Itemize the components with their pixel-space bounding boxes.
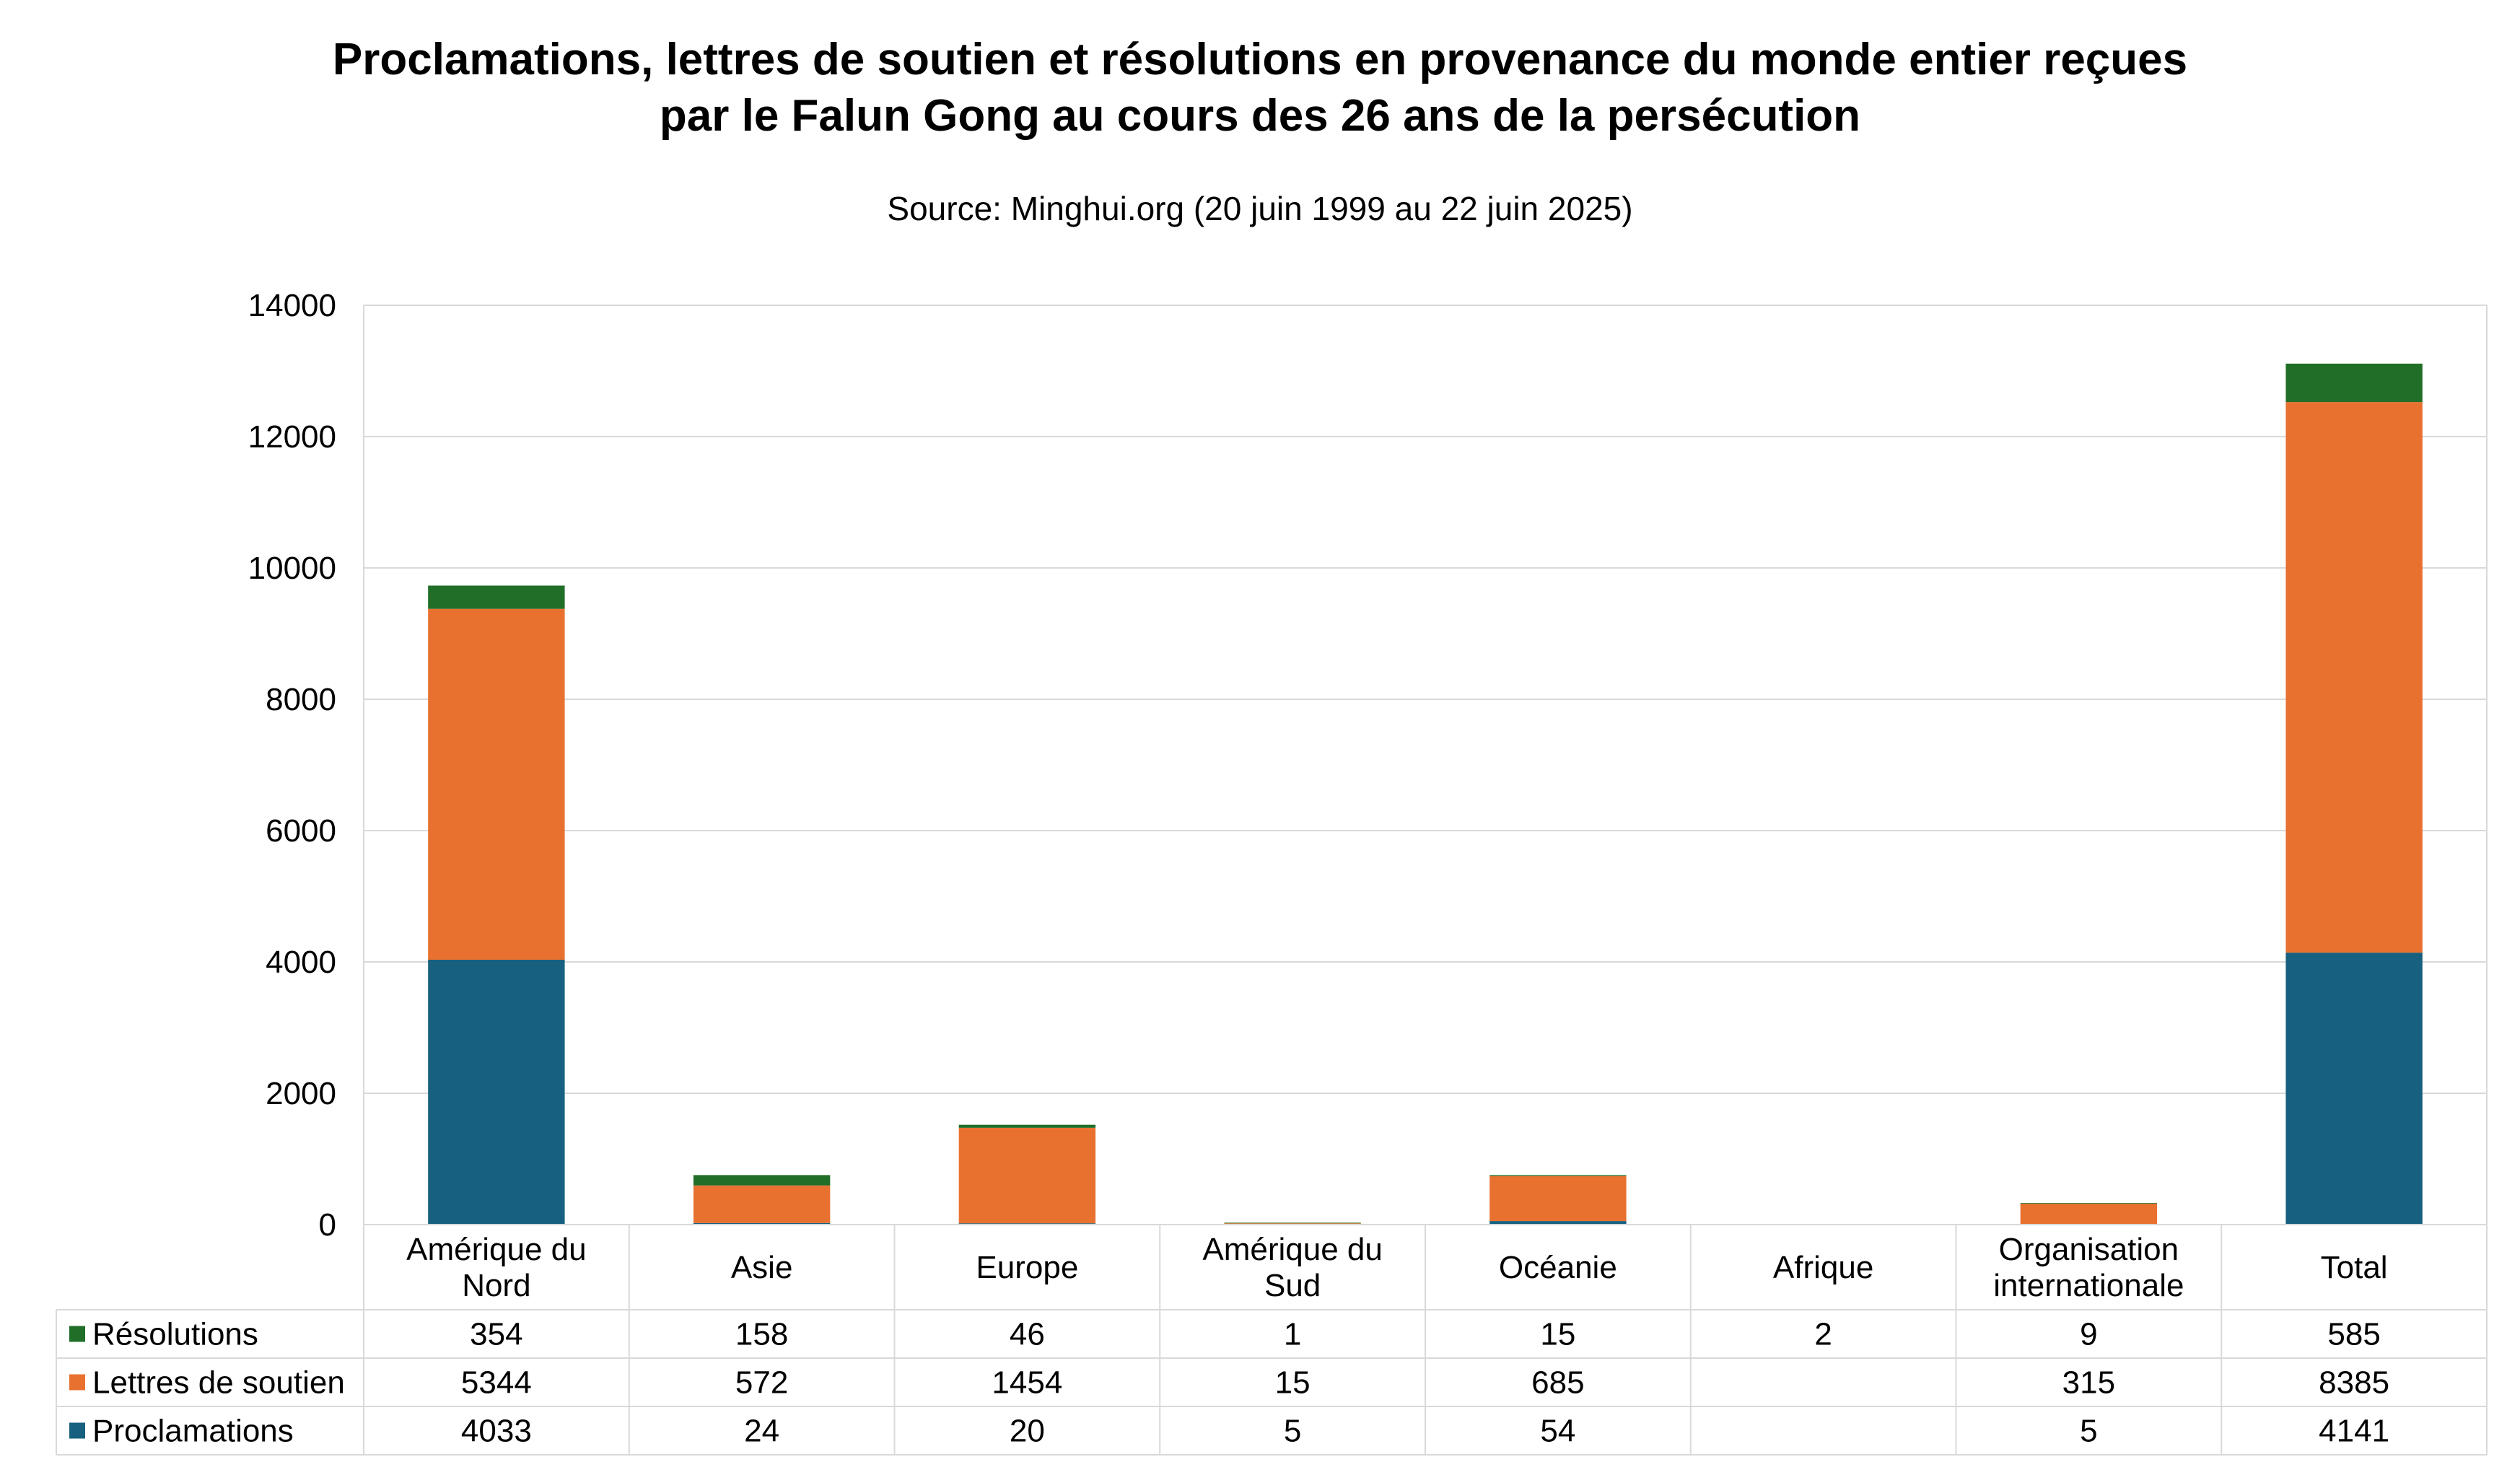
- data-label: 572: [735, 1365, 788, 1401]
- data-label: 5: [2080, 1414, 2097, 1449]
- y-tick-label: 12000: [248, 419, 336, 455]
- y-tick-label: 2000: [266, 1076, 336, 1111]
- bar-r-solutions: [428, 585, 565, 609]
- data-label: 20: [1010, 1414, 1045, 1449]
- bar-lettres-de-soutien: [693, 1185, 831, 1223]
- legend-label: Lettres de soutien: [92, 1365, 345, 1401]
- category-label: Nord: [462, 1268, 530, 1303]
- y-tick-label: 6000: [266, 813, 336, 849]
- data-label: 4033: [461, 1414, 532, 1449]
- bar-lettres-de-soutien: [2020, 1203, 2158, 1225]
- data-label: 9: [2080, 1317, 2097, 1352]
- data-label: 1454: [992, 1365, 1062, 1401]
- bar-proclamations: [1489, 1221, 1627, 1225]
- legend-label: Proclamations: [92, 1414, 294, 1449]
- data-label: 4141: [2319, 1414, 2389, 1449]
- chart-title-line-2: par le Falun Gong au cours des 26 ans de…: [659, 91, 1861, 141]
- bar-lettres-de-soutien: [958, 1127, 1096, 1224]
- data-label: 685: [1531, 1365, 1584, 1401]
- y-tick-label: 14000: [248, 288, 336, 323]
- data-label: 585: [2327, 1317, 2380, 1352]
- category-label: Total: [2321, 1250, 2388, 1285]
- data-label: 1: [1284, 1317, 1301, 1352]
- category-label: Océanie: [1499, 1250, 1617, 1285]
- legend-key: [69, 1422, 85, 1439]
- data-label: 5344: [461, 1365, 532, 1401]
- data-label: 158: [735, 1317, 788, 1352]
- bar-proclamations: [693, 1222, 831, 1225]
- bar-r-solutions: [1224, 1222, 1361, 1224]
- category-label: internationale: [1993, 1268, 2184, 1303]
- bar-r-solutions: [2285, 363, 2423, 403]
- legend-label: Résolutions: [92, 1317, 258, 1352]
- data-label: 8385: [2319, 1365, 2389, 1401]
- bar-proclamations: [428, 959, 565, 1225]
- data-label: 2: [1814, 1317, 1832, 1352]
- category-label: Europe: [976, 1250, 1078, 1285]
- chart-title: Proclamations, lettres de soutien et rés…: [0, 32, 2520, 144]
- data-label: 46: [1010, 1317, 1045, 1352]
- bar-lettres-de-soutien: [1224, 1223, 1361, 1225]
- category-label: Organisation: [1999, 1232, 2179, 1267]
- category-label: Amérique du: [406, 1232, 586, 1267]
- category-label: Sud: [1264, 1268, 1321, 1303]
- bar-proclamations: [2285, 953, 2423, 1225]
- data-label: 315: [2062, 1365, 2115, 1401]
- category-label: Amérique du: [1202, 1232, 1382, 1267]
- chart-subtitle: Source: Minghui.org (20 juin 1999 au 22 …: [887, 190, 1633, 227]
- bar-lettres-de-soutien: [428, 608, 565, 960]
- data-label: 24: [744, 1414, 779, 1449]
- data-label: 5: [1284, 1414, 1301, 1449]
- data-label: 354: [470, 1317, 522, 1352]
- legend-key: [69, 1374, 85, 1391]
- y-axis-ticks: 0 2000 4000 6000 8000 10000 12000 14000: [248, 288, 336, 1243]
- bar-r-solutions: [2020, 1203, 2158, 1204]
- y-tick-label: 4000: [266, 945, 336, 980]
- legend-key: [69, 1326, 85, 1342]
- y-tick-label: 8000: [266, 682, 336, 717]
- gridlines: [363, 305, 2488, 1225]
- data-label: 15: [1275, 1365, 1311, 1401]
- bars: [428, 363, 2423, 1225]
- category-label: Asie: [731, 1250, 793, 1285]
- bar-r-solutions: [958, 1124, 1096, 1128]
- y-tick-label: 0: [319, 1207, 336, 1243]
- bar-r-solutions: [693, 1175, 831, 1186]
- y-tick-label: 10000: [248, 551, 336, 586]
- data-label: 54: [1540, 1414, 1575, 1449]
- bar-r-solutions: [1489, 1175, 1627, 1176]
- bar-lettres-de-soutien: [1489, 1176, 1627, 1222]
- bar-lettres-de-soutien: [2285, 402, 2423, 953]
- chart-title-line-1: Proclamations, lettres de soutien et rés…: [332, 35, 2188, 84]
- data-label: 15: [1540, 1317, 1575, 1352]
- category-label: Afrique: [1773, 1250, 1873, 1285]
